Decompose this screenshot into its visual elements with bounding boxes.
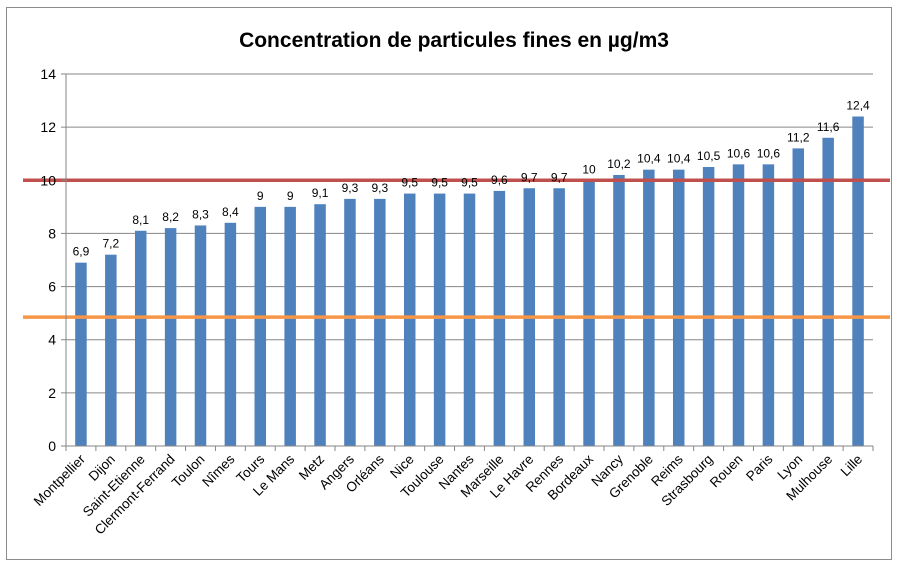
axes (61, 73, 874, 451)
bar-montpellier (75, 262, 87, 446)
y-tick-label: 10 (40, 172, 56, 188)
data-label: 9,5 (401, 176, 418, 190)
data-label: 10,4 (667, 152, 691, 166)
data-label: 11,6 (817, 120, 840, 134)
data-label: 9 (257, 189, 264, 203)
bar-bordeaux (583, 180, 595, 447)
bar-lyon (792, 148, 805, 446)
y-tick-label: 8 (48, 225, 56, 241)
y-tick-label: 0 (48, 438, 56, 454)
y-tick-label: 2 (48, 385, 56, 401)
data-label: 10,6 (757, 146, 781, 160)
bar-nantes (463, 193, 476, 446)
chart-frame (6, 7, 892, 560)
x-category-labels: MontpellierDijonSaint-EtienneClermont-Fe… (31, 451, 865, 537)
bar-rouen (732, 164, 745, 447)
y-tick-labels: 0 2 4 6 8 10 12 14 (40, 66, 56, 454)
category-label: Montpellier (31, 451, 89, 509)
bar-mulhouse (822, 137, 834, 446)
data-label: 11,2 (787, 130, 810, 144)
category-label: Paris (743, 451, 776, 484)
bar-n-mes (224, 222, 237, 446)
data-label: 9,5 (461, 176, 478, 190)
data-label: 12,4 (846, 99, 870, 113)
data-label: 9,1 (312, 186, 329, 200)
reference-lines (23, 178, 890, 319)
bar-orl-ans (374, 198, 386, 446)
data-label: 10,4 (637, 152, 661, 166)
bar-saint-etienne (134, 230, 147, 446)
bar-reims (672, 169, 685, 446)
bar-grenoble (643, 169, 655, 446)
data-label: 9 (287, 189, 294, 203)
data-label: 10,6 (727, 146, 751, 160)
data-label: 9,7 (551, 170, 568, 184)
bar-tours (254, 206, 267, 446)
category-label: Rouen (707, 452, 746, 491)
data-label: 8,4 (222, 205, 239, 219)
data-labels: 6,9 7,2 8,1 8,2 8,3 8,4 9 9 9,1 9,3 9,3 9,5 9,5 9,5 9,… (73, 99, 870, 259)
data-label: 6,9 (73, 245, 90, 259)
y-tick-label: 6 (48, 279, 56, 295)
bar-toulon (194, 225, 207, 446)
bar-lille (852, 116, 864, 446)
bar-dijon (105, 254, 117, 446)
category-label: Toulon (169, 452, 208, 491)
data-label: 9,6 (491, 173, 508, 187)
data-label: 7,2 (102, 237, 119, 251)
data-label: 9,3 (342, 181, 359, 195)
data-label: 8,1 (132, 213, 149, 227)
category-label: Lille (838, 452, 866, 480)
y-tick-label: 4 (48, 332, 56, 348)
bars (75, 116, 864, 447)
data-label: 9,5 (431, 176, 448, 190)
bar-le-mans (284, 206, 296, 446)
y-tick-label: 12 (40, 119, 56, 135)
bar-toulouse (433, 193, 446, 446)
chart-title: Concentration de particules fines en µg/… (239, 29, 669, 52)
bar-paris (762, 164, 775, 447)
bar-metz (314, 204, 326, 446)
data-label: 8,2 (162, 210, 179, 224)
bar-angers (344, 198, 356, 446)
data-label: 9,3 (371, 181, 388, 195)
bar-clermont-ferrand (164, 228, 177, 446)
data-label: 10,2 (607, 157, 631, 171)
data-label: 9,7 (521, 170, 538, 184)
y-tick-label: 14 (40, 66, 56, 82)
bar-nancy (613, 174, 625, 446)
data-label: 10,5 (697, 149, 721, 163)
category-label: Nîmes (199, 451, 237, 489)
data-label: 10 (582, 162, 596, 176)
bar-nice (403, 193, 416, 446)
bar-strasbourg (702, 167, 715, 446)
data-label: 8,3 (192, 207, 209, 221)
